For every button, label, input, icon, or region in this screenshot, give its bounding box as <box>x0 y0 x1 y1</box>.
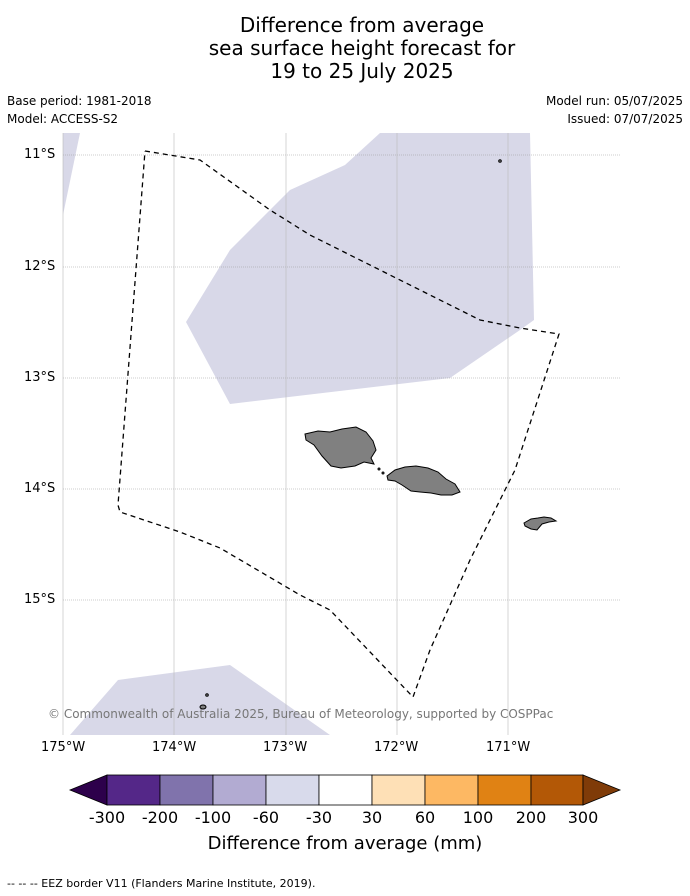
colorbar-bin-4 <box>265 774 320 806</box>
lon-label-174w: 174°W <box>152 740 197 755</box>
island-tutuila <box>523 516 558 531</box>
colorbar-tick: -300 <box>88 808 126 827</box>
lon-label-172w: 172°W <box>374 740 419 755</box>
island-south <box>199 704 207 710</box>
grid-lines <box>62 133 620 735</box>
colorbar-tick: 60 <box>414 808 436 827</box>
colorbar-bin-6 <box>371 774 426 806</box>
colorbar-bin-8 <box>477 774 532 806</box>
lon-label-173w: 173°W <box>263 740 308 755</box>
anomaly-region-northwest <box>63 133 80 215</box>
island-upolu <box>386 465 461 496</box>
island-north-dot <box>498 159 502 163</box>
colorbar-bin-3 <box>212 774 267 806</box>
colorbar-extend-low <box>68 774 108 806</box>
lon-label-171w: 171°W <box>486 740 531 755</box>
colorbar-label: Difference from average (mm) <box>207 833 483 854</box>
colorbar-bin-7 <box>424 774 479 806</box>
land-masses <box>199 159 558 710</box>
colorbar-tick: 30 <box>361 808 383 827</box>
lat-label-11s: 11°S <box>24 147 56 162</box>
colorbar-bin-5 <box>318 774 373 806</box>
lat-label-13s: 13°S <box>24 370 56 385</box>
chart-title: Difference from average sea surface heig… <box>0 14 690 83</box>
islet-1 <box>377 467 381 471</box>
lat-label-12s: 12°S <box>24 259 56 274</box>
colorbar-tick: -200 <box>141 808 179 827</box>
colorbar <box>68 774 622 806</box>
colorbar-bin-1 <box>106 774 161 806</box>
issued-text: Issued: 07/07/2025 <box>567 112 683 126</box>
islet-2 <box>381 471 385 475</box>
lat-label-14s: 14°S <box>24 481 56 496</box>
title-line-1: Difference from average <box>239 13 485 37</box>
anomaly-region-south <box>70 665 330 735</box>
model-text: Model: ACCESS-S2 <box>7 112 119 126</box>
anomaly-fill <box>63 133 534 735</box>
colorbar-tick: 100 <box>462 808 494 827</box>
colorbar-bin-9 <box>530 774 584 806</box>
copyright-notice: © Commonwealth of Australia 2025, Bureau… <box>48 707 554 721</box>
colorbar-tick: -30 <box>305 808 333 827</box>
colorbar-tick: -60 <box>252 808 280 827</box>
colorbar-extend-high <box>582 774 622 806</box>
title-line-2: sea surface height forecast for <box>208 36 516 60</box>
colorbar-tick: -100 <box>194 808 232 827</box>
lon-label-175w: 175°W <box>41 740 86 755</box>
colorbar-tick: 300 <box>567 808 599 827</box>
anomaly-region-central <box>186 133 534 404</box>
lat-label-15s: 15°S <box>24 592 56 607</box>
island-south-dot <box>205 693 209 697</box>
eez-legend-note: -- -- -- EEZ border V11 (Flanders Marine… <box>7 877 316 890</box>
island-savaii <box>304 426 377 469</box>
colorbar-bin-2 <box>159 774 214 806</box>
eez-border <box>117 150 560 699</box>
title-line-3: 19 to 25 July 2025 <box>270 59 454 83</box>
base-period-text: Base period: 1981-2018 <box>7 94 152 108</box>
colorbar-tick: 200 <box>515 808 547 827</box>
model-run-text: Model run: 05/07/2025 <box>545 94 683 108</box>
